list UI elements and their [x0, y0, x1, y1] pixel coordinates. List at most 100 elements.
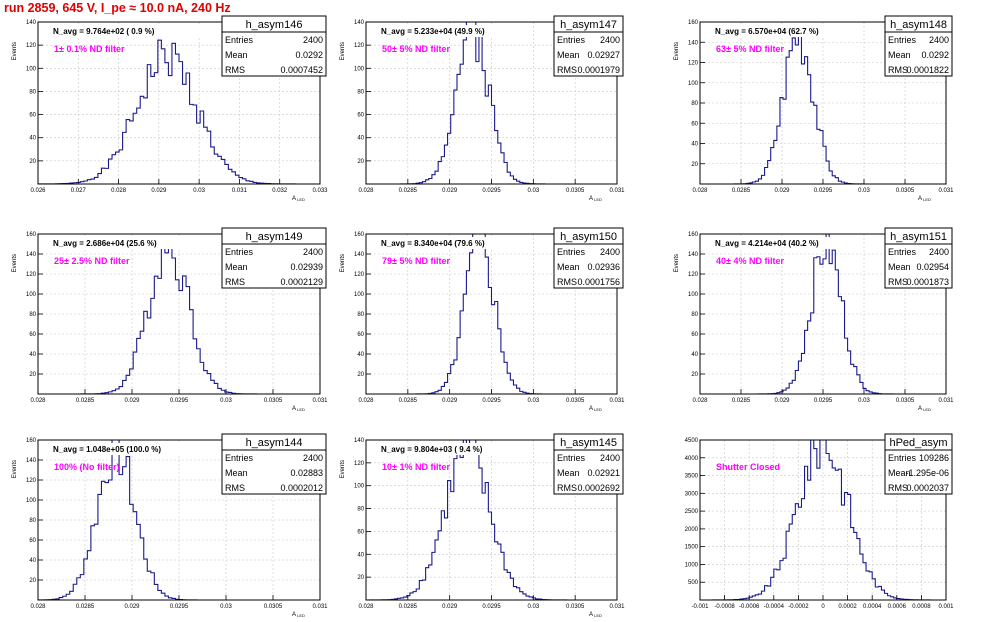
y-tick-label: 40: [691, 142, 698, 148]
x-tick-label: -0.0004: [764, 604, 785, 610]
x-tick-label: 0.029: [442, 398, 458, 404]
y-tick-label: 20: [357, 159, 364, 165]
stats-value: 2400: [929, 35, 949, 45]
y-tick-label: 3500: [685, 474, 699, 480]
y-tick-label: 80: [357, 89, 364, 95]
x-tick-label: 0.0305: [566, 188, 585, 194]
histogram-panel-h_asym149: 0.028 0.0285 0.029 0.0295 0.03 0.0305 0.031 20 4…: [12, 227, 328, 412]
y-tick-label: 160: [354, 232, 365, 238]
stats-title: hPed_asym: [889, 437, 947, 449]
x-tick-label: 0.0006: [888, 604, 907, 610]
y-tick-label: 60: [29, 538, 36, 544]
stats-label: RMS: [225, 65, 245, 75]
stats-label: Entries: [225, 35, 254, 45]
stats-value: 0.02936: [587, 262, 620, 272]
stats-label: Mean: [888, 468, 911, 478]
stats-label: Entries: [557, 247, 586, 257]
x-tick-label: 0.028: [30, 398, 46, 404]
y-tick-label: 120: [354, 461, 365, 467]
stats-value: 2400: [600, 453, 620, 463]
stats-title: h_asym144: [246, 437, 303, 449]
stats-label: Entries: [888, 453, 917, 463]
filter-annotation: 40± 4% ND filter: [716, 256, 784, 266]
x-axis-subscript: LED: [296, 407, 305, 412]
stats-label: Entries: [557, 35, 586, 45]
y-axis-label: Events: [12, 42, 18, 60]
filter-annotation: 79± 5% ND filter: [382, 256, 450, 266]
navg-label: N_avg = 8.340e+04 (79.6 %): [381, 239, 485, 248]
stats-value: 0.0001873: [906, 277, 949, 287]
filter-annotation: 1± 0.1% ND filter: [54, 44, 125, 54]
y-tick-label: 40: [357, 352, 364, 358]
stats-label: Mean: [557, 50, 580, 60]
x-tick-label: -0.0008: [714, 604, 735, 610]
x-tick-label: 0.031: [609, 604, 625, 610]
y-axis-label: Events: [12, 460, 18, 478]
x-tick-label: 0.031: [312, 398, 328, 404]
y-tick-label: 140: [26, 20, 37, 26]
stats-box: [884, 15, 953, 77]
x-tick-label: 0.031: [938, 188, 954, 194]
x-axis-label: A LED: [589, 196, 602, 202]
y-axis-label: Events: [12, 254, 18, 272]
stats-label: Mean: [225, 262, 248, 272]
y-tick-label: 100: [26, 292, 37, 298]
stats-label: RMS: [557, 483, 577, 493]
x-tick-label: 0.029: [151, 188, 167, 194]
y-tick-label: 60: [29, 332, 36, 338]
navg-box: [379, 237, 529, 249]
x-tick-label: 0.03: [527, 604, 539, 610]
y-tick-label: 140: [354, 20, 365, 26]
y-tick-label: 80: [29, 518, 36, 524]
navg-label: N_avg = 4.214e+04 (40.2 %): [715, 239, 819, 248]
stats-value: 0.0001979: [577, 65, 620, 75]
filter-annotation: 50± 5% ND filter: [382, 44, 450, 54]
histogram-panel-h_asym145: 0.028 0.0285 0.029 0.0295 0.03 0.0305 0.031 20 4…: [340, 433, 625, 618]
stats-box: [553, 433, 624, 495]
y-tick-label: 20: [29, 578, 36, 584]
y-tick-label: 1000: [685, 562, 699, 568]
x-tick-label: 0.031: [232, 188, 248, 194]
stats-value: 0.0007452: [280, 65, 323, 75]
y-tick-label: 40: [29, 352, 36, 358]
navg-box: [51, 443, 201, 455]
stats-value: 0.0292: [921, 50, 949, 60]
stats-value: -1.295e-06: [905, 468, 949, 478]
y-tick-label: 60: [357, 113, 364, 119]
x-tick-label: 0.0295: [482, 604, 501, 610]
x-tick-label: 0.031: [938, 398, 954, 404]
navg-label: N_avg = 6.570e+04 (62.7 %): [715, 27, 819, 36]
stats-value: 0.0002692: [577, 483, 620, 493]
y-tick-label: 140: [26, 252, 37, 258]
x-tick-label: 0.0295: [482, 398, 501, 404]
stats-label: Mean: [557, 468, 580, 478]
y-tick-label: 120: [26, 272, 37, 278]
x-axis-subscript: LED: [296, 613, 305, 618]
y-tick-label: 120: [354, 272, 365, 278]
stats-label: Entries: [557, 453, 586, 463]
y-tick-label: 120: [688, 61, 699, 67]
y-tick-label: 40: [29, 136, 36, 142]
filter-annotation: Shutter Closed: [716, 462, 780, 472]
y-tick-label: 80: [357, 507, 364, 513]
x-tick-label: 0.0285: [399, 398, 418, 404]
navg-box: [51, 25, 201, 37]
x-tick-label: 0.03: [858, 188, 870, 194]
stats-title: h_asym149: [246, 231, 303, 243]
y-tick-label: 20: [29, 372, 36, 378]
x-axis-label: A LED: [292, 612, 305, 618]
stats-box: [221, 15, 327, 77]
y-tick-label: 140: [688, 40, 699, 46]
y-axis-label: Events: [674, 42, 680, 60]
y-tick-label: 60: [29, 113, 36, 119]
stats-label: RMS: [888, 483, 908, 493]
x-axis-subscript: LED: [593, 613, 602, 618]
filter-annotation: 10± 1% ND filter: [382, 462, 450, 472]
x-tick-label: 0.031: [609, 188, 625, 194]
histogram-panel-h_asym144: 0.028 0.0285 0.029 0.0295 0.03 0.0305 0.031 20 4…: [12, 433, 328, 618]
x-tick-label: 0.0295: [170, 604, 189, 610]
navg-box: [713, 237, 863, 249]
y-tick-label: 60: [691, 332, 698, 338]
x-tick-label: 0.03: [193, 188, 205, 194]
stats-title: h_asym148: [890, 19, 947, 31]
